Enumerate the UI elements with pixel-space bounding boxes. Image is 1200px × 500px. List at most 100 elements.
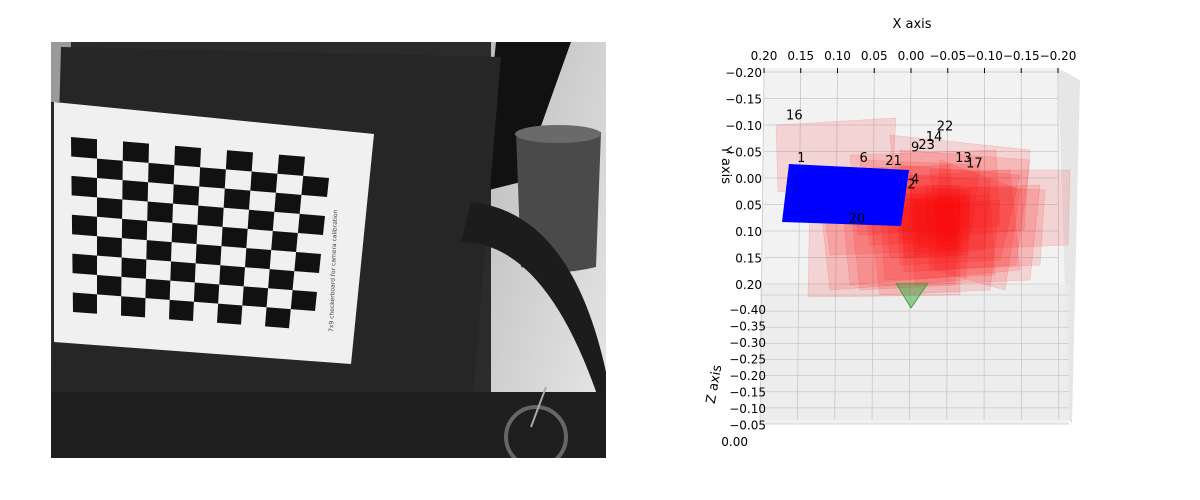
x-tick-label: 0.05 [861, 49, 888, 63]
board-quad [909, 174, 991, 256]
board-quad [899, 149, 1031, 273]
floor-pane [760, 284, 1069, 424]
y-tick-label: −0.20 [725, 66, 762, 80]
checker-square [195, 244, 222, 266]
checker-square [121, 218, 148, 241]
board-label: 21 [885, 154, 902, 169]
z-tick-label: −0.15 [729, 386, 766, 400]
sheet-side-text: 7x9 checkerboard for camera calibration [328, 209, 339, 332]
checker-square [171, 222, 198, 245]
board-label: 2 [907, 178, 915, 193]
x-tick-label: 0.20 [751, 49, 778, 63]
z-tick-label: −0.40 [729, 303, 766, 317]
plot-svg: X axis Y axis Z axis 0.20 0.15 0.10 0.05 0.0… [704, 17, 1080, 449]
x-tick-label: −0.10 [966, 49, 1003, 63]
checker-square [250, 171, 278, 193]
y-tick-label: −0.10 [725, 119, 762, 133]
checker-square [301, 175, 329, 197]
checker-square [121, 296, 146, 318]
board-quad [909, 184, 1041, 286]
board-quad [884, 184, 966, 259]
wheel [504, 405, 568, 458]
checker-square [221, 226, 248, 249]
camera-image: 7x9 checkerboard for camera calibration [51, 42, 606, 458]
side-pane [1058, 68, 1080, 424]
checker-square [225, 150, 253, 172]
y-tick-label: 0.05 [735, 199, 762, 213]
extrinsics-3d-plot: X axis Y axis Z axis 0.20 0.15 0.10 0.05 0.0… [700, 0, 1140, 470]
board-quad [934, 159, 1021, 291]
checker-square [122, 141, 149, 163]
checker-square [146, 240, 172, 262]
checker-square [148, 162, 175, 185]
x-tick-label: −0.20 [1040, 49, 1077, 63]
z-tick-label: −0.05 [729, 419, 766, 433]
checker-square [274, 192, 302, 214]
board-quad [929, 169, 1071, 251]
chair-arm [461, 202, 606, 422]
checker-square [71, 137, 97, 159]
camera-image-drawing: 7x9 checkerboard for camera calibration [51, 42, 606, 458]
y-axis-label: Y axis [718, 145, 733, 184]
z-tick-label: −0.25 [729, 353, 766, 367]
x-tick-label: −0.15 [1003, 49, 1040, 63]
dark-object [481, 42, 571, 192]
checker-square [242, 286, 269, 308]
checker-square [173, 184, 200, 206]
x-tick-label: −0.05 [929, 49, 966, 63]
checker-square [223, 188, 251, 210]
checker-square [247, 209, 275, 231]
board-label: 6 [860, 151, 868, 166]
checker-square [97, 158, 123, 181]
board-label: 13 [955, 151, 972, 166]
x-tick-label: 0.10 [824, 49, 851, 63]
y-ticks: −0.20 −0.15 −0.10 −0.05 0.00 0.05 0.10 0.15 0.20 [725, 66, 762, 292]
checker-square [174, 145, 201, 168]
checker-square [290, 290, 317, 311]
board-quad [894, 164, 1021, 266]
y-tick-label: 0.20 [735, 278, 762, 292]
calibration-boards [775, 117, 1071, 298]
checker-square [297, 213, 325, 235]
board-label: 1 [797, 151, 805, 166]
checker-square [122, 180, 149, 202]
checker-square [97, 275, 122, 297]
z-tick-label: −0.30 [729, 336, 766, 350]
board-label: 14 [926, 130, 943, 145]
z-tick-label: −0.20 [729, 369, 766, 383]
checker-square [271, 230, 298, 253]
x-ticks: 0.20 0.15 0.10 0.05 0.00 −0.05 −0.10 −0.15 −0.20 [751, 49, 1077, 73]
checker-square [277, 154, 305, 176]
checker-square [97, 236, 122, 258]
checker-square [71, 214, 97, 237]
checker-square [199, 167, 226, 189]
checker-square [72, 253, 97, 275]
checker-square [219, 265, 245, 287]
y-tick-label: −0.05 [725, 146, 762, 160]
checker-square [170, 261, 196, 283]
board-quad [899, 194, 971, 259]
y-tick-label: 0.10 [735, 225, 762, 239]
checker-square [147, 201, 173, 223]
checker-square [265, 307, 291, 329]
board-quad [914, 199, 961, 249]
x-axis-label: X axis [892, 17, 931, 32]
checker-square [71, 175, 97, 198]
board-label: 16 [786, 109, 803, 124]
z-tick-label: −0.10 [729, 402, 766, 416]
checker-square [193, 282, 220, 304]
board-label: 4 [911, 172, 919, 187]
checker-square [145, 278, 171, 300]
y-tick-label: −0.15 [725, 93, 762, 107]
checker-square [97, 197, 123, 219]
board-quad-highlighted [782, 164, 909, 226]
board-label: 20 [849, 212, 866, 227]
checker-square [245, 248, 272, 270]
checker-square [197, 205, 224, 227]
checker-square [72, 292, 97, 314]
checker-square [217, 303, 243, 325]
y-tick-label: 0.15 [735, 252, 762, 266]
z-ticks: −0.40 −0.35 −0.30 −0.25 −0.20 −0.15 −0.10 −0.05… [721, 303, 766, 449]
board-quad [879, 194, 996, 281]
board-label: 17 [966, 156, 983, 171]
